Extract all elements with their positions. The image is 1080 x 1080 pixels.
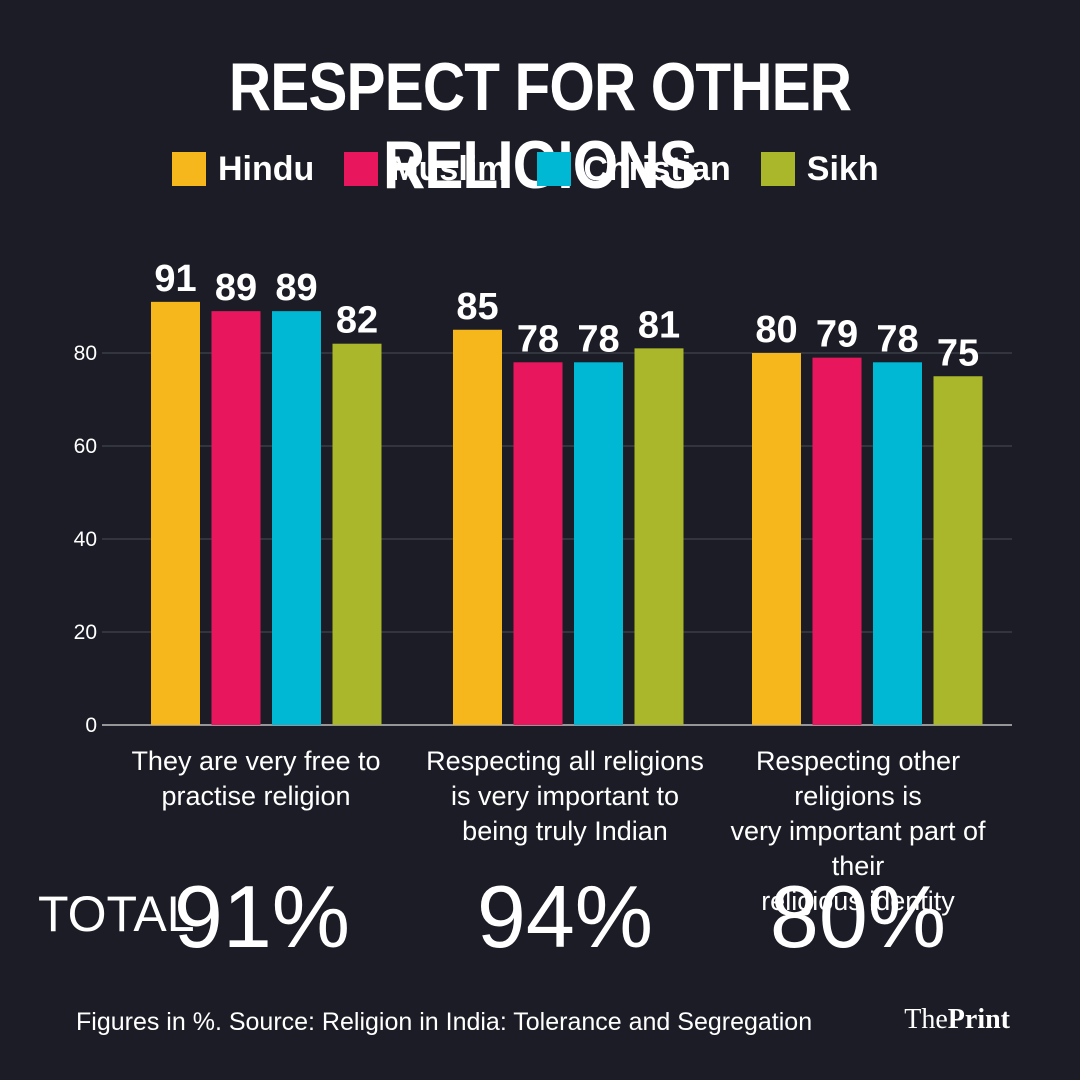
group-label-2-line-3: being truly Indian [462, 816, 668, 846]
bar-hindu-3 [752, 353, 801, 725]
bar-muslim-1 [211, 311, 261, 725]
bar-christian-3 [873, 362, 922, 725]
legend-label-christian: Christian [583, 149, 731, 188]
total-value-3: 80% [769, 867, 947, 966]
group-label-2: Respecting all religions is very importa… [415, 744, 715, 849]
legend-item-christian: Christian [537, 149, 731, 189]
logo-part-1: The [904, 1004, 948, 1035]
data-label-sikh-1: 82 [336, 300, 378, 342]
y-tick-label-80: 80 [74, 342, 97, 365]
data-label-christian-1: 89 [275, 267, 317, 309]
data-label-muslim-1: 89 [215, 267, 257, 309]
total-value-2: 94% [476, 867, 654, 966]
data-label-christian-2: 78 [577, 318, 619, 360]
legend: Hindu Muslim Christian Sikh [172, 146, 909, 192]
data-label-muslim-3: 79 [816, 314, 858, 356]
y-tick-label-40: 40 [74, 528, 97, 551]
legend-item-hindu: Hindu [172, 150, 314, 189]
y-tick-label-60: 60 [74, 435, 97, 458]
y-tick-label-0: 0 [85, 714, 97, 737]
bar-sikh-2 [634, 348, 684, 725]
legend-item-sikh: Sikh [760, 149, 879, 189]
data-label-hindu-2: 85 [456, 286, 498, 328]
group-label-1-line-2: practise religion [161, 781, 351, 811]
bar-hindu-1 [151, 301, 200, 725]
legend-swatch-sikh [760, 152, 795, 186]
logo-part-2: Print [947, 1004, 1010, 1035]
data-label-muslim-2: 78 [517, 318, 559, 360]
legend-label-sikh: Sikh [806, 149, 879, 188]
group-label-1: They are very free to practise religion [106, 744, 406, 814]
data-label-hindu-1: 91 [154, 258, 196, 300]
group-label-3: Respecting other religions is very impor… [708, 744, 1008, 919]
bar-christian-2 [574, 362, 623, 725]
legend-label-muslim: Muslim [390, 149, 508, 188]
source-footnote: Figures in %. Source: Religion in India:… [76, 1008, 813, 1036]
group-label-3-line-3: religious identity [761, 886, 955, 916]
data-label-hindu-3: 80 [755, 309, 797, 351]
data-label-sikh-3: 75 [937, 332, 979, 374]
bar-sikh-3 [933, 376, 983, 725]
legend-swatch-christian [537, 152, 572, 186]
theprint-logo: ThePrint [904, 1004, 1010, 1036]
data-label-christian-3: 78 [876, 318, 918, 360]
group-label-2-line-2: is very important to [450, 781, 680, 811]
group-label-3-line-2: very important part of their [730, 816, 986, 881]
bar-chart: 0 20 40 60 80 91 85 80 89 78 79 89 78 78 82 81 75 [74, 258, 1012, 737]
group-label-2-line-1: Respecting all religions [426, 746, 704, 776]
group-label-1-line-1: They are very free to [131, 746, 381, 776]
bar-muslim-2 [513, 362, 563, 725]
legend-item-muslim: Muslim [344, 150, 507, 189]
bar-sikh-1 [332, 343, 382, 725]
legend-swatch-muslim [344, 152, 379, 186]
data-label-sikh-2: 81 [638, 304, 680, 346]
legend-swatch-hindu [172, 152, 206, 186]
bar-christian-1 [272, 311, 321, 725]
legend-label-hindu: Hindu [218, 149, 315, 188]
y-tick-label-20: 20 [74, 621, 97, 644]
total-caption: TOTAL [38, 886, 195, 942]
bar-muslim-3 [812, 357, 862, 725]
bar-hindu-2 [453, 329, 502, 725]
total-value-1: 91% [173, 867, 351, 966]
group-label-3-line-1: Respecting other religions is [755, 746, 961, 811]
